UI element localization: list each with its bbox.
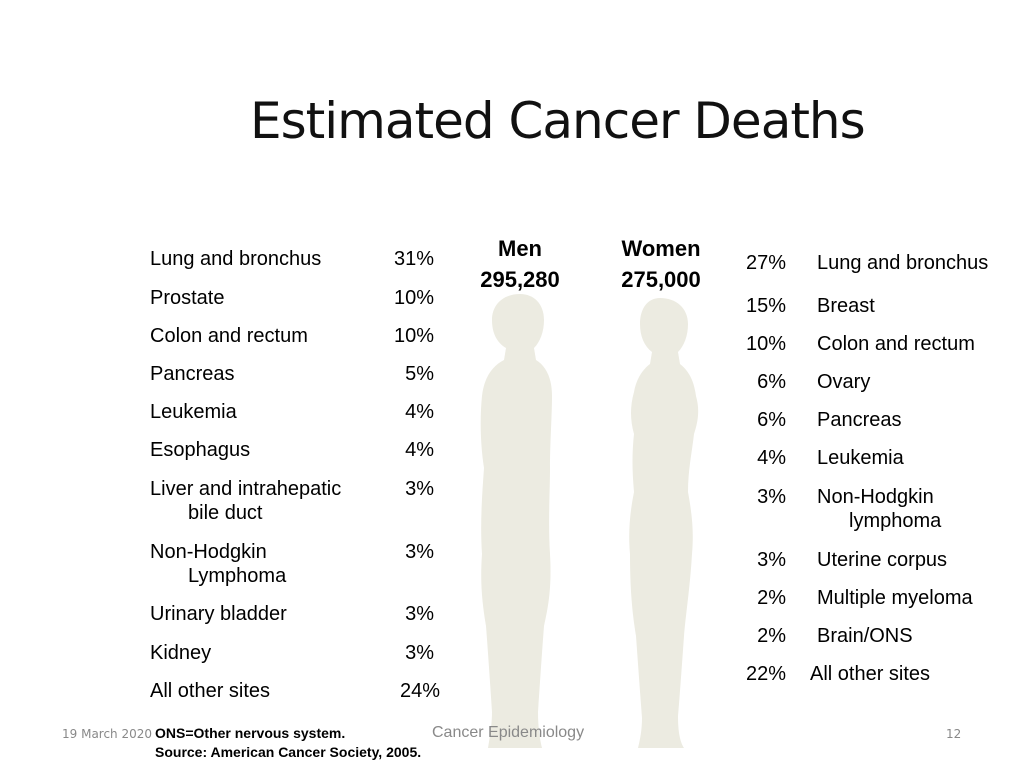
women-site: Brain/ONS [817,625,913,647]
men-pct: 3% [405,603,434,625]
men-total: 295,280 [480,267,560,292]
men-site-line: Liver and intrahepatic [150,478,342,500]
men-pct: 24% [399,680,440,702]
women-pct: 3% [757,486,786,508]
slide-title: Estimated Cancer Deaths [250,92,866,150]
women-site: Leukemia [817,447,904,469]
men-site: All other sites [150,680,271,702]
men-pct: 4% [405,401,434,423]
men-site: Colon and rectum [150,325,308,347]
men-pct: 10% [393,325,434,347]
men-pct: 3% [405,478,434,500]
men-site-continuation: bile duct [188,502,263,524]
footnote: ONS=Other nervous system. Source: Americ… [155,724,421,762]
women-site: Lung and bronchus [817,252,989,274]
women-pct: 4% [757,447,786,469]
women-site: Uterine corpus [817,549,948,571]
men-site-line: Non-Hodgkin [150,541,267,563]
footer-title: Cancer Epidemiology [432,724,585,741]
slide-number: 12 [946,727,962,741]
women-label: Women [621,236,701,261]
men-pct: 4% [405,439,434,461]
men-site: Pancreas [150,363,235,385]
women-site: Ovary [817,371,871,393]
men-site: Non-Hodgkin Lymphoma [150,540,378,588]
men-site: Esophagus [150,439,251,461]
women-pct: 6% [757,371,786,393]
men-site: Leukemia [150,401,237,423]
women-pct: 2% [757,587,786,609]
women-site-continuation: lymphoma [849,510,942,532]
men-site: Kidney [150,642,212,664]
male-silhouette-icon [480,294,552,748]
men-site-continuation: Lymphoma [188,565,287,587]
women-pct: 2% [757,625,786,647]
men-site: Liver and intrahepatic bile duct [150,477,378,525]
women-site: Breast [817,295,875,317]
footer-date: 19 March 2020 [62,727,153,741]
women-pct: 15% [745,295,786,317]
men-pct: 10% [393,287,434,309]
women-site: Pancreas [817,409,902,431]
footnote-source: Source: American Cancer Society, 2005. [155,744,422,760]
men-header: Men 295,280 [462,233,578,295]
women-site: Non-Hodgkin lymphoma [817,485,1017,533]
men-site: Prostate [150,287,225,309]
men-label: Men [498,236,542,261]
men-pct: 31% [393,248,434,270]
women-site-line: Non-Hodgkin [817,486,934,508]
women-pct: 10% [745,333,786,355]
men-site: Lung and bronchus [150,248,322,270]
men-pct: 3% [405,642,434,664]
women-total: 275,000 [621,267,701,292]
female-silhouette-icon [629,298,699,748]
women-pct: 6% [757,409,786,431]
women-pct: 27% [745,252,786,274]
men-pct: 5% [405,363,434,385]
women-pct: 3% [757,549,786,571]
women-site: All other sites [810,663,931,685]
women-site: Colon and rectum [817,333,975,355]
women-site: Multiple myeloma [817,587,973,609]
women-header: Women 275,000 [600,233,722,295]
men-pct: 3% [405,541,434,563]
men-site: Urinary bladder [150,603,287,625]
footnote-ons: ONS=Other nervous system. [155,725,346,741]
women-pct: 22% [745,663,786,685]
